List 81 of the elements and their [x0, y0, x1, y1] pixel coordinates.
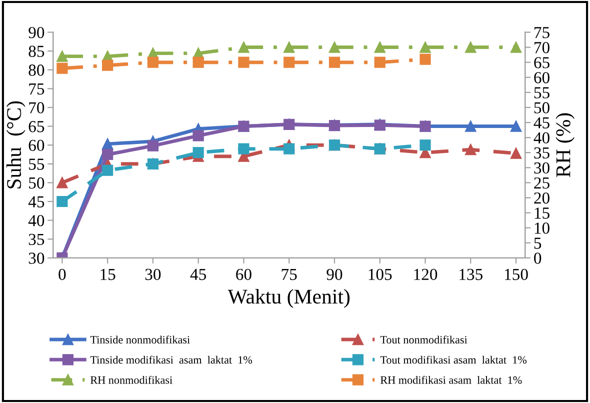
y2-tick-label: 25 — [534, 177, 550, 189]
y-tick-label: 70 — [29, 102, 44, 114]
point — [56, 196, 68, 208]
y2-axis-title: RH (%) — [556, 113, 575, 178]
x-tick-label: 120 — [414, 268, 438, 280]
point — [420, 140, 431, 151]
x-tick-label: 75 — [282, 268, 297, 280]
point — [420, 54, 431, 65]
point — [284, 42, 295, 53]
point — [328, 42, 340, 53]
y-tick-label: 50 — [29, 177, 44, 189]
x-tick-label: 90 — [326, 268, 342, 280]
y2-tick-label: 40 — [534, 132, 550, 144]
point — [238, 42, 250, 53]
y2-tick-label: 30 — [534, 162, 550, 174]
point — [328, 56, 340, 68]
point — [102, 138, 114, 150]
legend-label: Tinside modifikasi asam laktat 1% — [90, 356, 252, 364]
x-tick-label: 150 — [504, 268, 528, 280]
point — [374, 56, 386, 68]
y2-tick-label: 60 — [534, 72, 550, 84]
y-tick-label: 40 — [28, 215, 44, 226]
point — [102, 60, 114, 71]
point — [510, 120, 522, 132]
point — [192, 56, 204, 68]
legend-label: Tinside nonmodifikasi — [90, 336, 190, 344]
y2-tick-label: 65 — [534, 57, 550, 68]
x-tick-label: 15 — [100, 268, 116, 280]
legend-label: RH modifikasi asam laktat 1% — [380, 376, 522, 384]
y2-tick-label: 35 — [534, 147, 550, 159]
point — [420, 42, 431, 53]
point — [238, 56, 250, 68]
y-tick-label: 30 — [28, 252, 44, 264]
y2-tick-label: 45 — [534, 117, 550, 128]
point — [465, 42, 476, 53]
x-tick-label: 30 — [145, 268, 161, 280]
point — [192, 147, 204, 158]
y2-tick-label: 15 — [534, 208, 550, 219]
point — [465, 144, 476, 156]
point — [510, 148, 522, 159]
x-tick-label: 135 — [460, 268, 482, 280]
y-tick-label: 35 — [28, 234, 44, 246]
point — [238, 143, 250, 154]
point — [102, 164, 114, 176]
y2-tick-label: 75 — [534, 27, 550, 38]
x-tick-label: 45 — [190, 268, 206, 280]
y2-tick-label: 10 — [534, 222, 550, 234]
y-axis-title: Suhu (°C) — [6, 101, 26, 188]
point — [56, 50, 68, 62]
point — [284, 143, 295, 154]
x-axis-title: Waktu (Menit) — [228, 289, 350, 308]
y-tick-label: 65 — [28, 121, 44, 132]
legend-label: Tout nonmodifikasi — [380, 336, 468, 344]
legend-label: RH nonmodifikasi — [90, 376, 172, 384]
point — [147, 56, 158, 68]
point — [192, 130, 204, 142]
y-tick-label: 80 — [28, 64, 44, 76]
legend-label: Tout modifikasi asam laktat 1% — [380, 356, 527, 364]
y-tick-label: 85 — [28, 46, 44, 57]
y2-tick-label: 20 — [534, 192, 550, 204]
point — [510, 42, 522, 53]
y-tick-label: 90 — [28, 26, 44, 38]
point — [374, 42, 386, 53]
y2-tick-label: 55 — [534, 87, 550, 98]
x-tick-label: 60 — [236, 268, 252, 280]
point — [56, 62, 68, 74]
y-tick-label: 55 — [29, 158, 44, 170]
y2-tick-label: 50 — [534, 102, 550, 114]
point — [147, 140, 158, 152]
y2-tick-label: 70 — [534, 42, 550, 54]
point — [102, 148, 114, 160]
y-tick-label: 45 — [28, 196, 44, 208]
point — [56, 177, 68, 188]
x-tick-label: 105 — [368, 268, 392, 280]
point — [465, 120, 476, 132]
y-tick-label: 75 — [29, 84, 44, 95]
y2-tick-label: 5 — [534, 238, 542, 249]
y2-tick-label: 0 — [534, 252, 542, 264]
x-tick-label: 0 — [58, 268, 66, 280]
y-tick-label: 60 — [28, 140, 44, 152]
point — [284, 56, 295, 68]
